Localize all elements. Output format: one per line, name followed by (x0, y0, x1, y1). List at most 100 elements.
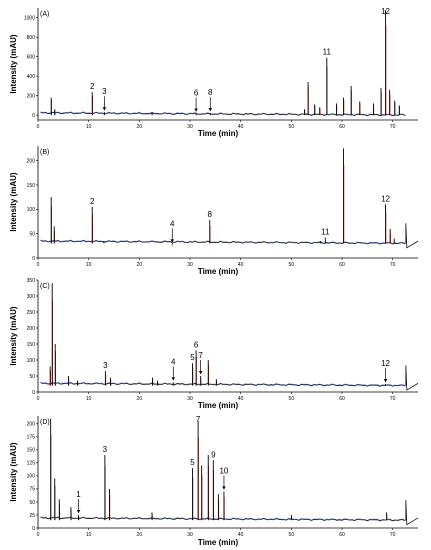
peak-label: 2 (90, 82, 95, 91)
chromatogram-panel: (C) 0 50 100 150 200 250 300 350 0 10 20 30 40 50 60 70 T… (9, 278, 419, 410)
y-tick-label: 50 (29, 231, 35, 237)
peak-label: 2 (90, 197, 95, 206)
y-axis-title: Intensity (mAU) (9, 34, 18, 93)
x-tick-label: 10 (86, 262, 92, 268)
trace-overlay (40, 239, 406, 244)
trace-baseline (40, 111, 406, 117)
peak-arrowhead (170, 239, 175, 243)
x-tick-label: 40 (238, 532, 244, 538)
peak-label: 3 (103, 445, 108, 454)
panel-label: (A) (40, 11, 49, 18)
x-tick-label: 10 (86, 124, 92, 130)
y-tick-label: 600 (27, 54, 36, 60)
peak-arrowhead (102, 107, 107, 111)
chromatogram-panel: (A) 0 200 400 600 800 1000 0 10 20 30 40 50 60 70 Time … (9, 7, 418, 138)
peak-label: 4 (171, 357, 176, 366)
trace-overlay (40, 381, 406, 386)
y-tick-label: 800 (27, 35, 36, 41)
gradient-step (405, 500, 419, 526)
peak-label: 11 (321, 228, 330, 237)
x-tick-label: 70 (390, 124, 396, 130)
y-tick-label: 25 (29, 513, 35, 519)
y-tick-label: 0 (32, 526, 35, 532)
peak-arrowhead (383, 379, 388, 382)
peak-label: 12 (381, 359, 390, 368)
y-tick-label: 200 (27, 326, 36, 332)
x-tick-label: 50 (289, 532, 295, 538)
peak-label: 6 (194, 340, 199, 349)
x-axis-title: Time (min) (198, 401, 239, 410)
y-tick-label: 100 (27, 474, 36, 480)
peak-arrowhead (76, 509, 81, 513)
x-axis-title: Time (min) (198, 267, 239, 276)
y-tick-label: 0 (32, 390, 35, 396)
y-tick-label: 200 (27, 422, 36, 428)
peak-arrowhead (171, 377, 176, 381)
y-tick-label: 175 (27, 435, 36, 441)
y-tick-label: 350 (27, 278, 36, 284)
y-tick-label: 50 (29, 374, 35, 380)
x-tick-label: 70 (390, 532, 396, 538)
peak-label: 4 (170, 219, 175, 228)
y-tick-label: 100 (27, 207, 36, 213)
peak-label: 7 (198, 351, 203, 360)
y-tick-label: 0 (32, 256, 35, 262)
y-tick-label: 300 (27, 294, 36, 300)
y-axis-title: Intensity (mAU) (9, 172, 18, 231)
x-tick-label: 30 (187, 532, 193, 538)
panel-label: (D) (40, 419, 50, 426)
y-tick-label: 50 (29, 500, 35, 506)
y-tick-label: 250 (27, 310, 36, 316)
x-tick-label: 0 (37, 532, 40, 538)
peak-arrowhead (194, 108, 198, 112)
x-tick-label: 40 (238, 124, 244, 130)
y-tick-label: 400 (27, 74, 36, 80)
y-axis-title: Intensity (mAU) (9, 442, 18, 501)
peak-label: 5 (190, 458, 195, 467)
x-tick-label: 10 (86, 532, 92, 538)
y-tick-label: 75 (29, 487, 35, 493)
trace-baseline (40, 240, 406, 245)
peak-label: 12 (381, 194, 390, 203)
panel-label: (B) (40, 149, 49, 156)
gradient-step (405, 223, 419, 249)
y-tick-label: 200 (27, 93, 36, 99)
peak-label: 5 (190, 353, 195, 362)
y-tick-label: 150 (27, 448, 36, 454)
x-tick-label: 20 (137, 532, 143, 538)
x-tick-label: 50 (289, 396, 295, 402)
peak-label: 11 (323, 48, 332, 57)
peak-label: 3 (103, 361, 108, 370)
peak-label: 1 (76, 490, 81, 499)
y-axis-title: Intensity (mAU) (9, 306, 18, 365)
chromatogram-panel: (B) 0 50 100 150 200 0 10 20 30 40 50 60 70 Time (min)… (9, 146, 419, 276)
panel-label: (C) (40, 283, 50, 290)
y-tick-label: 1000 (24, 16, 35, 22)
x-tick-label: 20 (137, 396, 143, 402)
x-tick-label: 0 (37, 124, 40, 130)
peak-label: 10 (219, 467, 228, 476)
peak-label: 8 (208, 210, 213, 219)
x-axis-title: Time (min) (198, 129, 239, 138)
x-tick-label: 40 (238, 396, 244, 402)
x-tick-label: 20 (137, 124, 143, 130)
peak-label: 7 (196, 415, 201, 424)
peak-label: 6 (194, 89, 199, 98)
x-tick-label: 0 (37, 396, 40, 402)
x-axis-title: Time (min) (198, 538, 239, 547)
y-tick-label: 100 (27, 358, 36, 364)
peak-label: 8 (208, 88, 213, 97)
x-tick-label: 0 (37, 262, 40, 268)
x-tick-label: 50 (289, 124, 295, 130)
y-tick-label: 200 (27, 158, 36, 164)
x-tick-label: 50 (289, 262, 295, 268)
x-tick-label: 60 (339, 532, 345, 538)
x-tick-label: 60 (339, 124, 345, 130)
peak-label: 12 (381, 7, 390, 16)
peak-label: 3 (102, 87, 107, 96)
x-tick-label: 60 (339, 262, 345, 268)
y-tick-label: 150 (27, 183, 36, 189)
trace-baseline (40, 516, 406, 522)
